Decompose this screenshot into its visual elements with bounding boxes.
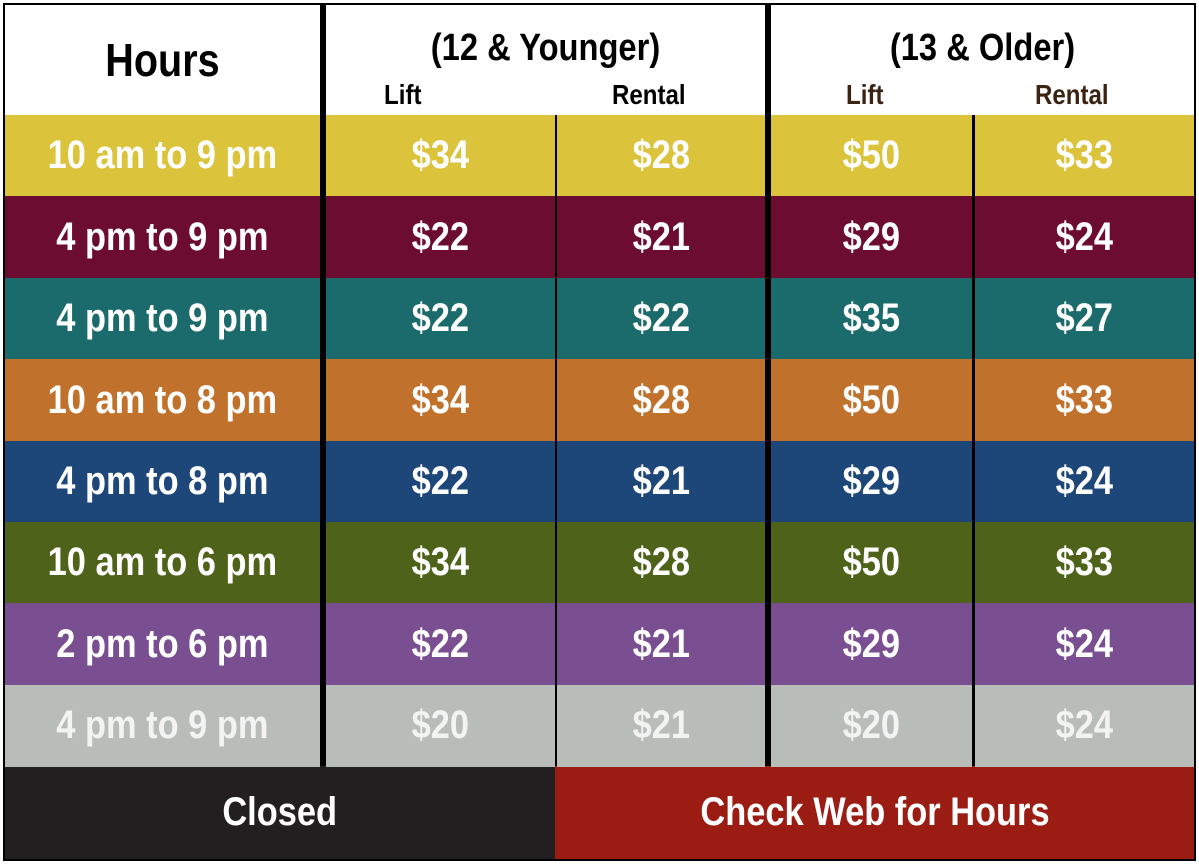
price-cell: $34 [326,359,555,442]
price-text: $21 [632,621,690,666]
price-text: $22 [411,621,470,666]
price-cell: $28 [557,522,765,604]
price-cell: $22 [326,277,555,360]
closed-cell: Closed [5,766,555,859]
price-text: $33 [1055,133,1114,178]
price-cell: $29 [771,440,972,523]
lift-label: Lift [846,79,884,110]
price-cell: $34 [326,522,555,604]
hours-text: 4 pm to 9 pm [56,296,269,341]
group-header: (12 & Younger) Lift Rental [326,5,765,115]
price-text: $34 [411,377,470,422]
price-cell: $35 [771,277,972,360]
hours-cell: 4 pm to 9 pm [5,684,320,767]
notice-text: Check Web for Hours [699,790,1050,834]
price-cell: $50 [771,359,972,442]
price-text: $33 [1055,540,1114,585]
group-title: (13 & Older) [889,27,1076,69]
price-cell: $22 [326,440,555,523]
price-text: $29 [842,459,901,504]
price-text: $27 [1055,296,1114,341]
group-header: (13 & Older) Lift Rental [771,5,1194,115]
price-text: $50 [842,133,901,178]
hours-cell: 4 pm to 8 pm [5,440,320,523]
price-text: $24 [1055,214,1114,259]
price-cell: $24 [975,440,1194,523]
hours-text: 4 pm to 9 pm [56,703,269,748]
price-text: $20 [842,703,901,748]
rental-label: Rental [1034,79,1109,110]
price-text: $50 [842,377,901,422]
price-cell: $50 [771,115,972,197]
hours-cell: 4 pm to 9 pm [5,196,320,279]
hours-cell: 10 am to 9 pm [5,115,320,197]
price-cell: $24 [975,684,1194,767]
notice-cell: Check Web for Hours [555,766,1194,859]
price-text: $34 [411,133,470,178]
price-cell: $29 [771,603,972,686]
price-text: $22 [411,296,470,341]
price-cell: $24 [975,603,1194,686]
price-cell: $34 [326,115,555,197]
hours-cell: 4 pm to 9 pm [5,277,320,360]
price-text: $22 [632,296,690,341]
price-text: $29 [842,214,901,259]
price-cell: $29 [771,196,972,279]
price-text: $34 [411,540,470,585]
price-text: $22 [411,214,470,259]
price-text: $21 [632,214,690,259]
price-text: $28 [632,133,690,178]
lift-label: Lift [384,79,422,110]
price-text: $21 [632,703,690,748]
price-cell: $33 [975,359,1194,442]
price-cell: $24 [975,196,1194,279]
price-cell: $28 [557,359,765,442]
price-text: $20 [411,703,470,748]
rental-label: Rental [611,79,686,110]
price-text: $29 [842,621,901,666]
hours-header: Hours [5,5,320,115]
hours-text: 4 pm to 9 pm [56,214,269,259]
hours-text: 10 am to 9 pm [47,133,278,178]
price-text: $24 [1055,703,1114,748]
hours-cell: 2 pm to 6 pm [5,603,320,686]
price-cell: $21 [557,684,765,767]
price-cell: $21 [557,603,765,686]
price-text: $24 [1055,621,1114,666]
price-cell: $20 [326,684,555,767]
price-text: $33 [1055,377,1114,422]
price-cell: $33 [975,115,1194,197]
hours-header-text: Hours [105,34,220,86]
price-cell: $28 [557,115,765,197]
price-cell: $21 [557,440,765,523]
price-text: $21 [632,459,690,504]
price-text: $50 [842,540,901,585]
price-cell: $27 [975,277,1194,360]
price-cell: $50 [771,522,972,604]
price-text: $28 [632,377,690,422]
hours-cell: 10 am to 6 pm [5,522,320,604]
price-cell: $22 [326,603,555,686]
price-cell: $22 [557,277,765,360]
price-table: Hours (12 & Younger) Lift Rental (13 & O… [3,3,1196,861]
price-text: $35 [842,296,901,341]
price-cell: $22 [326,196,555,279]
group-title: (12 & Younger) [430,27,661,69]
hours-text: 10 am to 6 pm [47,540,278,585]
price-text: $28 [632,540,690,585]
price-cell: $33 [975,522,1194,604]
price-cell: $20 [771,684,972,767]
hours-text: 2 pm to 6 pm [56,621,269,666]
price-text: $24 [1055,459,1114,504]
hours-text: 4 pm to 8 pm [56,459,269,504]
hours-cell: 10 am to 8 pm [5,359,320,442]
hours-text: 10 am to 8 pm [47,377,278,422]
price-text: $22 [411,459,470,504]
closed-text: Closed [222,790,338,834]
price-cell: $21 [557,196,765,279]
